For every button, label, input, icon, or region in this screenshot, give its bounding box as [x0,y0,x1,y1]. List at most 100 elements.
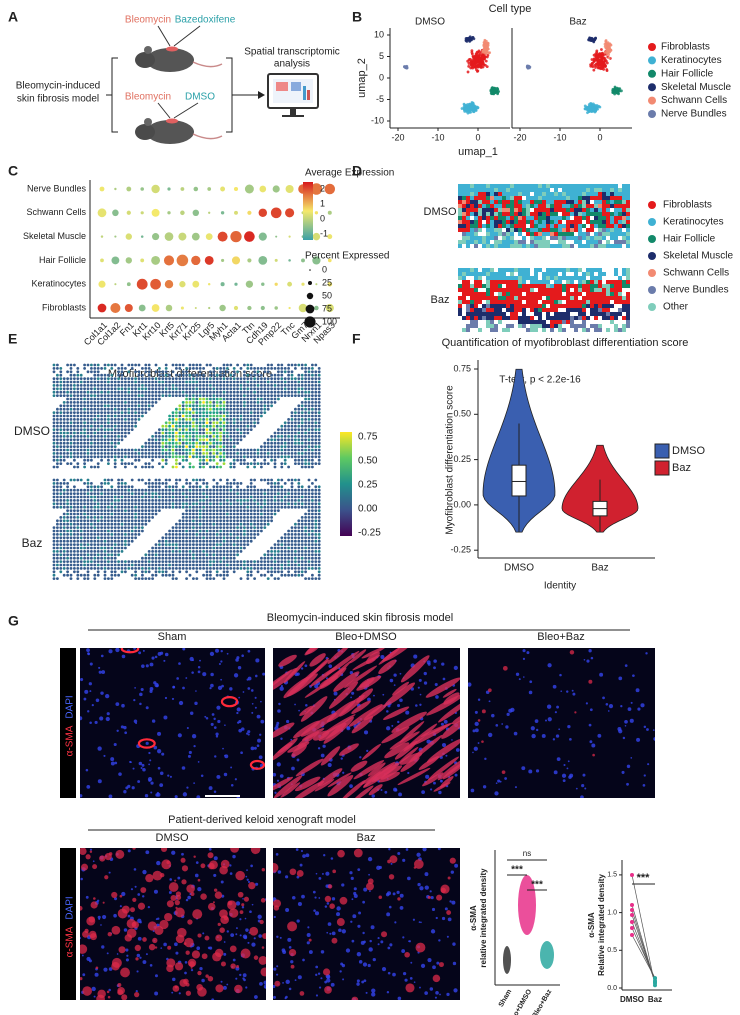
score-spot [212,380,216,384]
score-spot [188,401,192,404]
spot [586,296,590,300]
score-spot [188,492,192,495]
score-spot [277,505,280,509]
score-spot [297,363,301,367]
score-spot [277,452,280,455]
score-spot [100,492,103,495]
score-spot [90,435,93,438]
umap-point [606,47,610,51]
spot [550,328,554,332]
score-spot [307,478,311,482]
score-spot [239,404,243,408]
spot [586,244,590,248]
score-spot [239,401,243,404]
score-spot [69,363,73,367]
spot [598,296,602,300]
spot [562,208,566,212]
spot [598,200,602,204]
score-spot [154,394,158,397]
score-spot [229,488,233,492]
score-spot [317,452,321,455]
score-spot [120,418,124,421]
score-spot [103,435,107,438]
score-spot [83,499,86,502]
score-spot [192,448,195,452]
spot [606,308,610,312]
score-spot [93,428,97,431]
score-spot [239,407,243,411]
score-spot [69,397,73,401]
score-spot [144,499,148,502]
dot [259,185,267,193]
score-spot [154,441,158,445]
score-spot [66,411,69,414]
score-spot [219,397,223,401]
score-spot [100,502,103,506]
score-spot [304,394,307,397]
spot [558,224,562,228]
spot [622,236,626,240]
umap-point [617,87,620,91]
score-spot [297,394,301,397]
spot [610,216,614,220]
spot [614,328,618,332]
score-spot [137,414,141,418]
spot [582,216,586,220]
score-spot [52,505,56,509]
score-spot [253,455,256,459]
score-spot [232,492,236,495]
score-spot [246,421,250,425]
score-spot [236,509,240,512]
score-spot [127,414,131,418]
score-spot [154,384,158,387]
score-spot [273,431,277,435]
score-spot [66,414,69,418]
spot [498,292,502,296]
score-spot [311,394,314,397]
spot [594,208,598,212]
spot [514,308,518,312]
spot [618,224,622,228]
score-spot [120,394,124,397]
score-spot [178,421,182,425]
spot [526,300,530,304]
score-spot [96,401,100,404]
spot [490,328,494,332]
score-spot [83,435,86,438]
score-spot [93,418,97,421]
score-spot [103,424,107,428]
y-tick-label: -10 [371,115,384,125]
umap-point [497,90,501,93]
score-spot [209,455,212,459]
score-spot [266,387,270,391]
score-spot [113,499,117,502]
score-spot [195,502,199,506]
score-spot [300,411,304,414]
spot [574,292,578,296]
score-spot [96,445,100,448]
spot [562,204,566,208]
score-spot [52,414,56,418]
spot [458,284,462,288]
score-spot [263,478,267,482]
score-spot [219,452,223,455]
score-spot [195,377,199,380]
score-spot [120,502,124,506]
score-spot [219,478,223,482]
score-spot [253,418,256,421]
dot [274,258,278,262]
spot [534,312,538,316]
score-spot [249,509,253,512]
score-spot [249,373,253,377]
score-spot [215,462,219,465]
score-spot [300,499,304,502]
spot [522,200,526,204]
score-spot [300,441,304,445]
score-spot [100,418,103,421]
spot [542,276,546,280]
score-spot [79,387,83,391]
score-spot [52,370,56,374]
score-spot [215,488,219,492]
dot [151,304,160,312]
score-spot [215,387,219,391]
